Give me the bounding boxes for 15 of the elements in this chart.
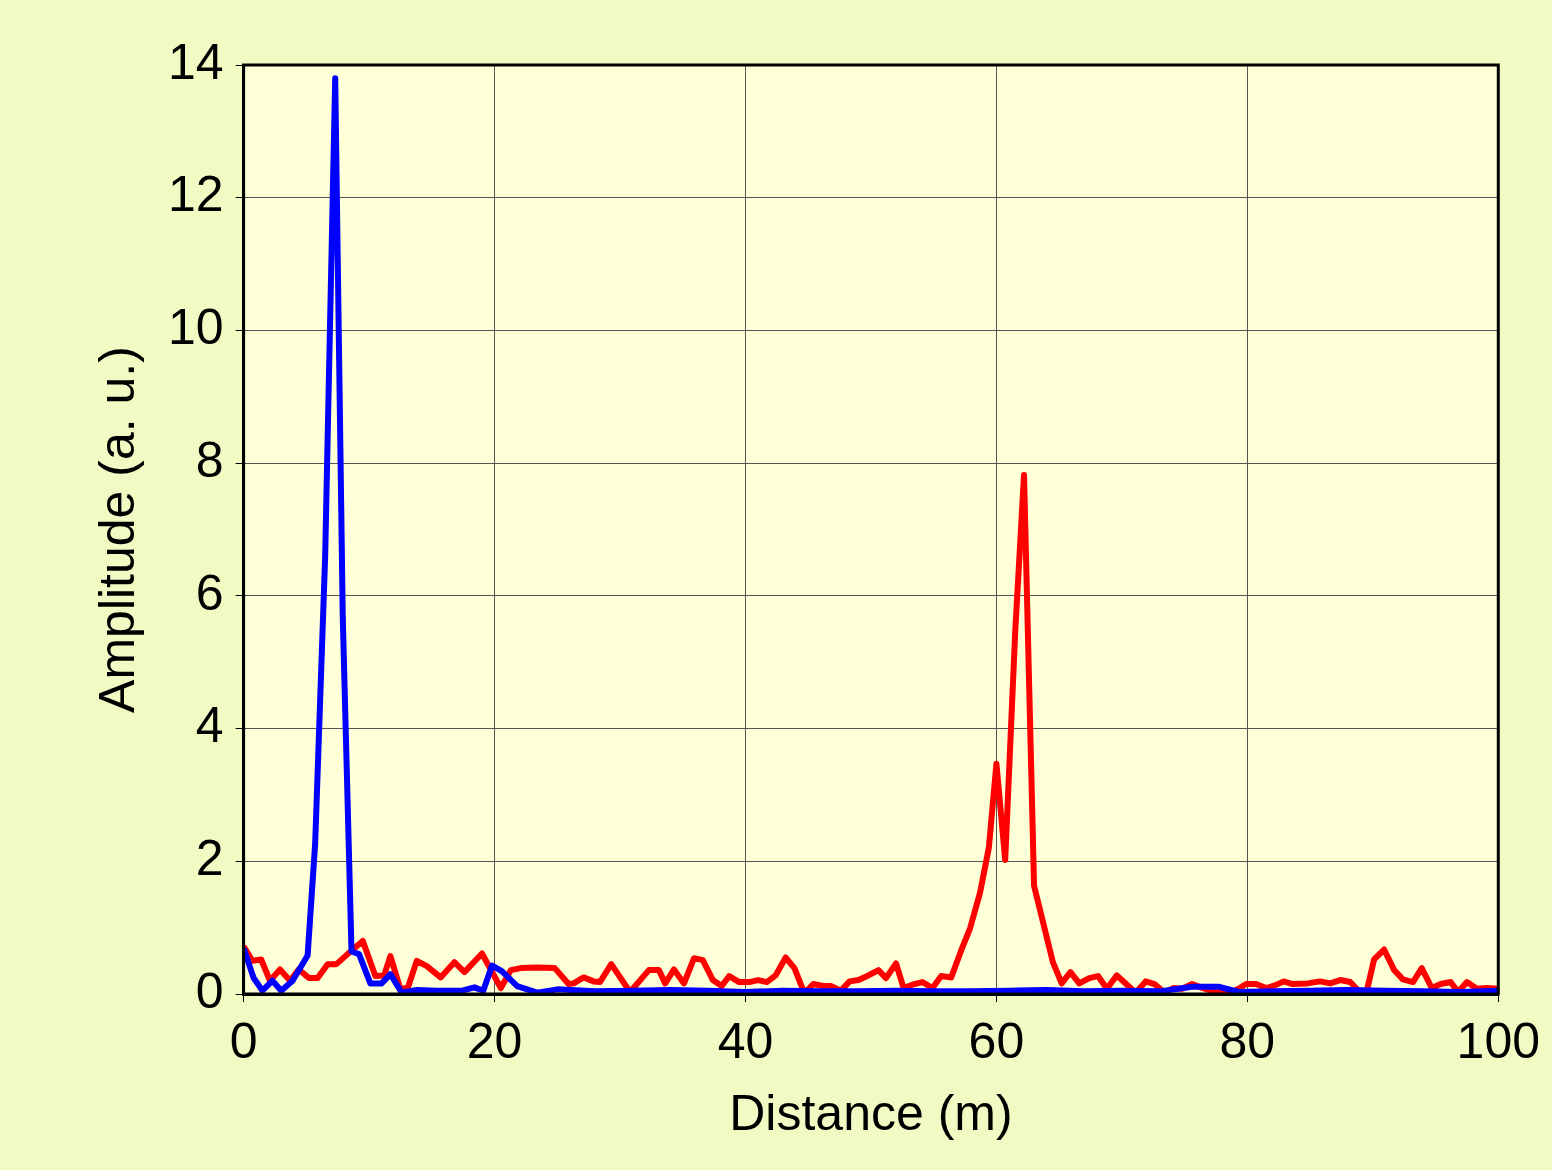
x-tick-label: 40 [717, 1012, 774, 1069]
y-tick-label: 14 [167, 33, 224, 90]
y-tick-label: 0 [195, 962, 224, 1019]
y-tick-label: 6 [195, 564, 224, 621]
x-tick-label: 80 [1219, 1012, 1276, 1069]
y-axis-title: Amplitude (a. u.) [88, 346, 145, 713]
y-tick-label: 2 [195, 830, 224, 887]
y-tick-label: 8 [195, 431, 224, 488]
y-tick-label: 10 [167, 299, 224, 356]
x-tick-label: 60 [968, 1012, 1025, 1069]
x-axis-title: Distance (m) [729, 1084, 1013, 1141]
x-tick-label: 100 [1456, 1012, 1541, 1069]
x-tick-label: 20 [466, 1012, 523, 1069]
y-tick-label: 12 [167, 166, 224, 223]
y-tick-label: 4 [195, 697, 224, 754]
